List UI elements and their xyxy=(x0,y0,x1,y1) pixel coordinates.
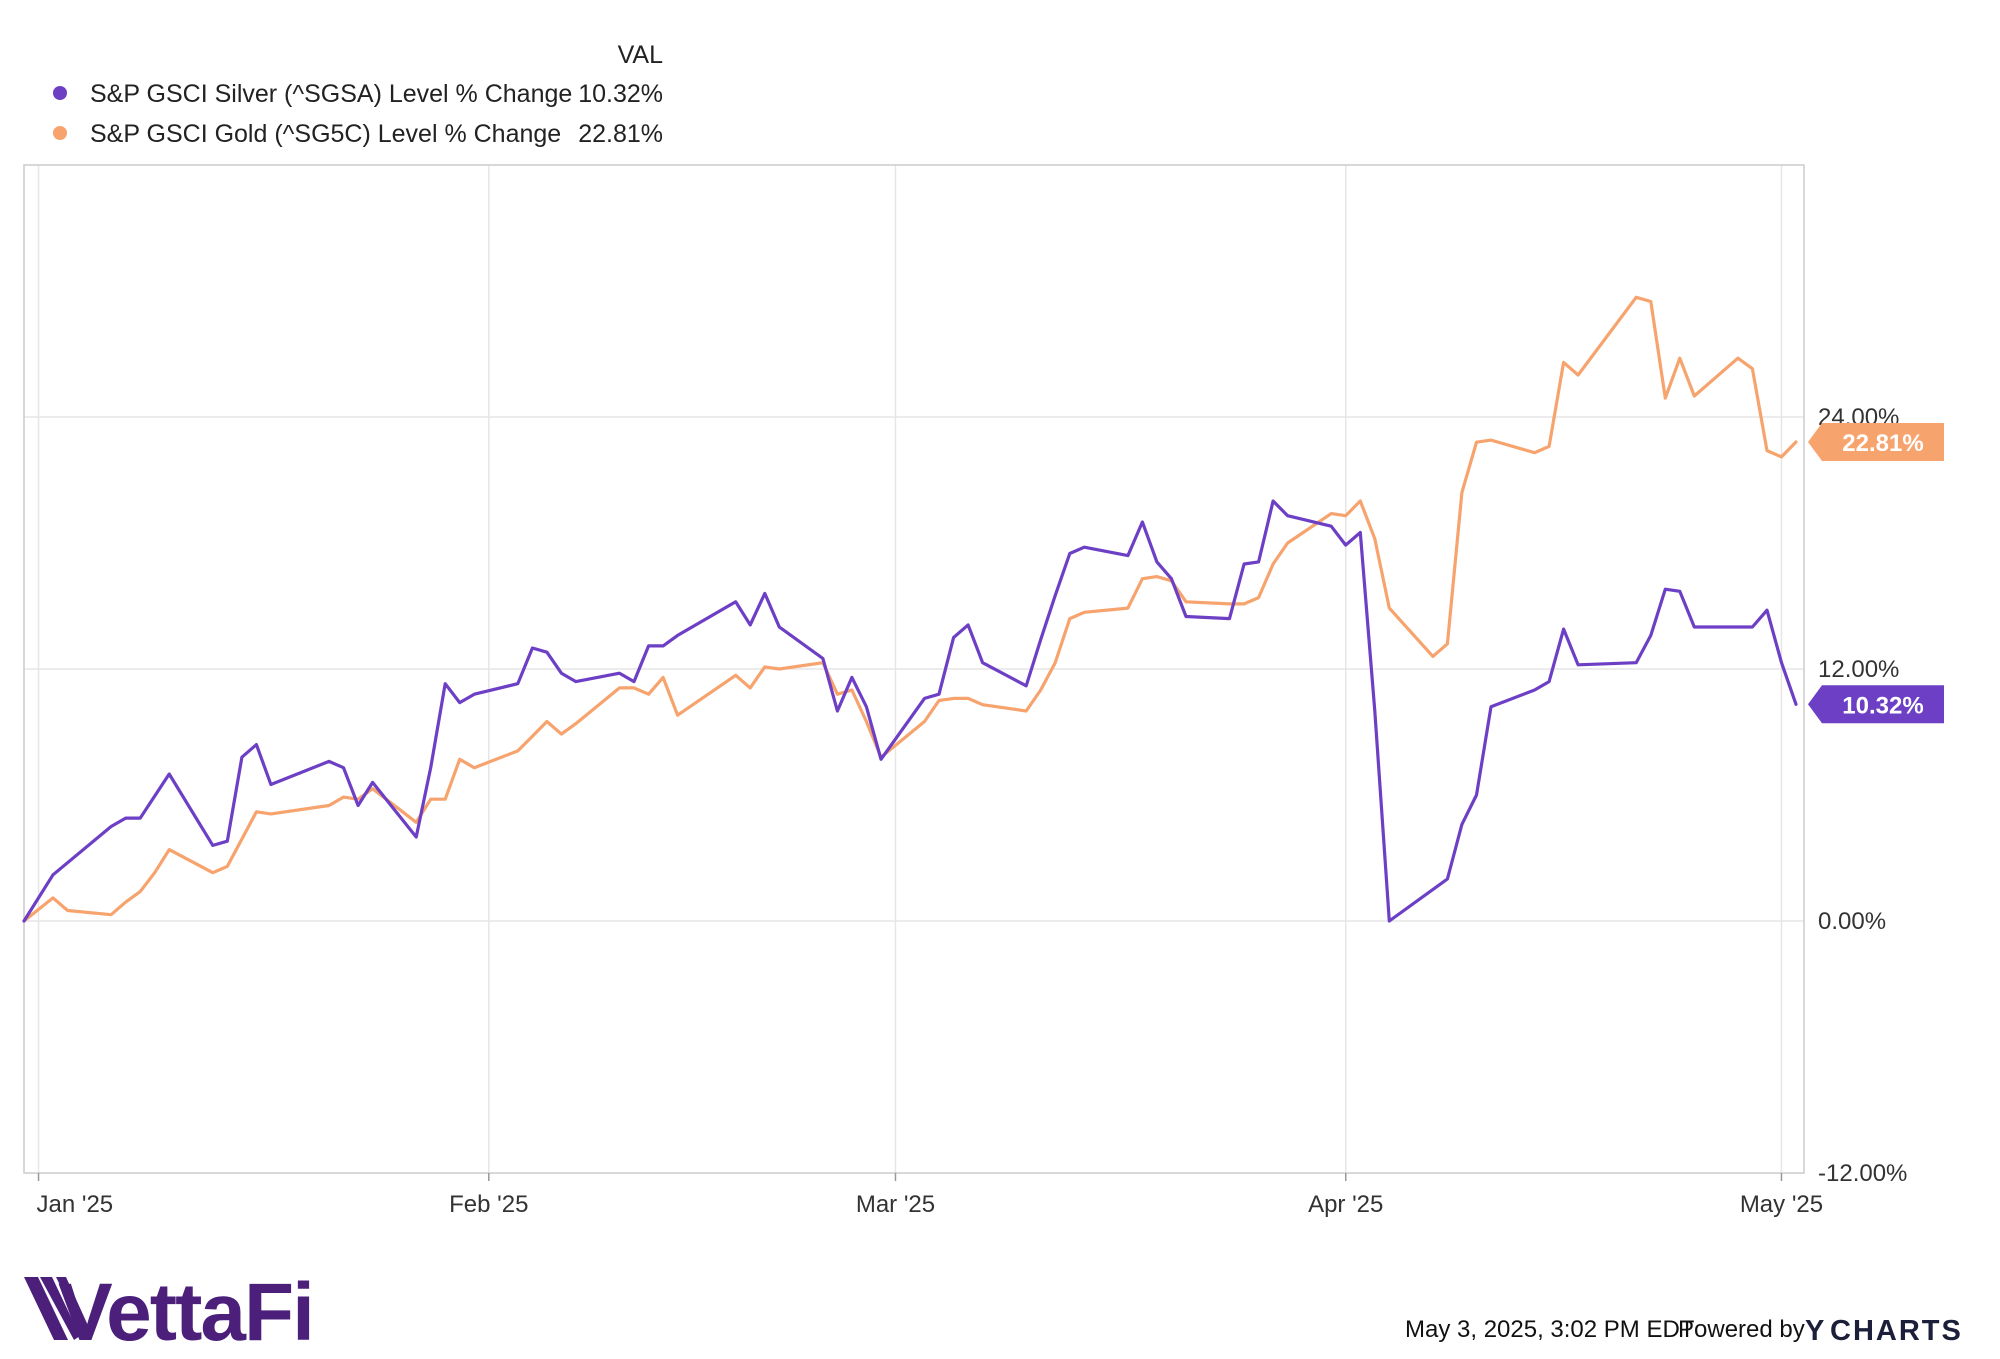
x-tick-label: Mar '25 xyxy=(856,1191,935,1218)
series-line-gold xyxy=(22,295,1798,923)
x-tick-label: May '25 xyxy=(1740,1191,1823,1218)
vettafi-v-mark-icon xyxy=(24,1277,90,1340)
last-value-badge-gold: 22.81% xyxy=(1808,422,1944,461)
y-tick-label: 12.00% xyxy=(1818,656,1899,683)
y-tick-label: -12.00% xyxy=(1818,1160,1907,1187)
legend-label-silver: S&P GSCI Silver (^SGSA) Level % Change xyxy=(90,80,572,108)
legend-marker-silver xyxy=(53,86,67,100)
plot-area xyxy=(22,164,1805,1174)
y-axis: 24.00%12.00%0.00%-12.00% xyxy=(1818,404,1907,1187)
ycharts-logo-y: Y xyxy=(1805,1315,1826,1347)
footer-powered-by: Powered by xyxy=(1678,1316,1805,1343)
x-gridlines xyxy=(37,165,1783,1173)
x-tick-label: Feb '25 xyxy=(449,1191,528,1218)
x-tick-label: Apr '25 xyxy=(1308,1191,1383,1218)
legend-label-gold: S&P GSCI Gold (^SG5C) Level % Change xyxy=(90,120,561,148)
last-value-label: 10.32% xyxy=(1842,692,1923,719)
series-layer xyxy=(22,295,1798,923)
footer-credit: May 3, 2025, 3:02 PM EDT Powered by Y CH… xyxy=(1405,1315,1963,1347)
y-gridlines xyxy=(24,416,1804,922)
vettafi-logo: VettaFi xyxy=(24,1267,315,1358)
plot-border xyxy=(23,164,1805,1174)
last-value-badge-silver: 10.32% xyxy=(1808,685,1944,724)
footer-timestamp: May 3, 2025, 3:02 PM EDT xyxy=(1405,1316,1695,1343)
vettafi-logo-text: VettaFi xyxy=(58,1267,313,1358)
legend: VAL S&P GSCI Silver (^SGSA) Level % Chan… xyxy=(53,41,663,148)
ycharts-logo-text: CHARTS xyxy=(1830,1315,1963,1347)
legend-header: VAL xyxy=(618,41,663,69)
legend-value-silver: 10.32% xyxy=(578,80,663,108)
last-value-label: 22.81% xyxy=(1842,430,1923,457)
x-axis: Jan '25 Feb '25 Mar '25 Apr '25 May '25 xyxy=(37,1173,1823,1218)
x-tick-label: Jan '25 xyxy=(37,1191,114,1218)
legend-marker-gold xyxy=(53,126,67,140)
series-line-silver xyxy=(22,499,1798,923)
last-value-badges: 10.32% 22.81% xyxy=(1808,422,1944,724)
legend-value-gold: 22.81% xyxy=(578,120,663,148)
y-tick-label: 0.00% xyxy=(1818,908,1886,935)
